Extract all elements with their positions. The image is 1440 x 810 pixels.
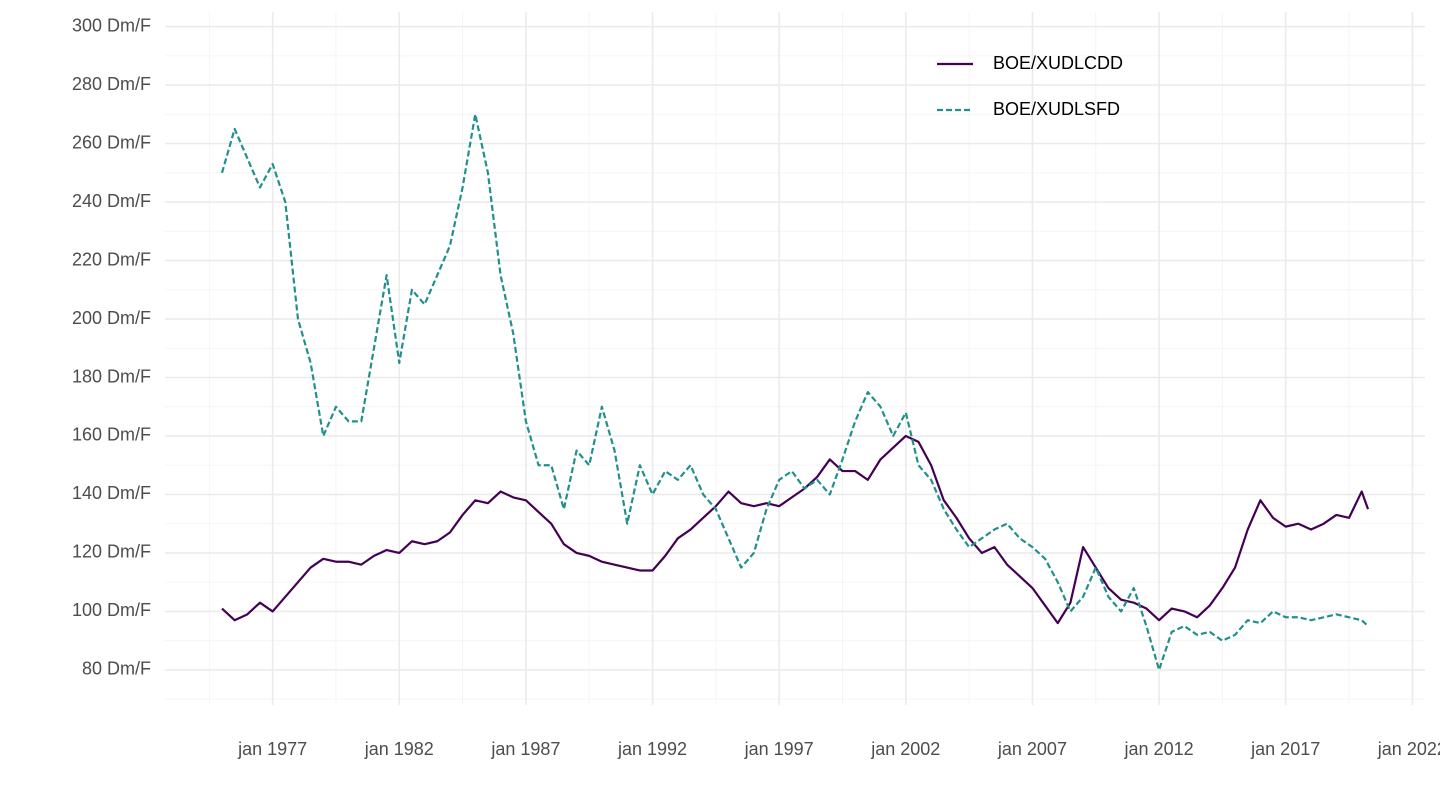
y-tick-label: 120 Dm/F [72,542,151,562]
x-tick-label: jan 2022 [1377,739,1440,759]
legend-label: BOE/XUDLCDD [993,53,1123,73]
x-tick-label: jan 2017 [1250,739,1320,759]
y-tick-label: 200 Dm/F [72,308,151,328]
x-tick-label: jan 1992 [617,739,687,759]
y-tick-label: 220 Dm/F [72,249,151,269]
x-tick-label: jan 2002 [870,739,940,759]
y-tick-label: 180 Dm/F [72,366,151,386]
x-tick-label: jan 2012 [1124,739,1194,759]
x-tick-label: jan 1982 [364,739,434,759]
y-tick-label: 140 Dm/F [72,483,151,503]
x-tick-label: jan 2007 [997,739,1067,759]
y-tick-label: 300 Dm/F [72,15,151,35]
series-line [221,434,1370,625]
y-tick-label: 240 Dm/F [72,191,151,211]
x-tick-label: jan 1987 [490,739,560,759]
y-tick-label: 80 Dm/F [82,659,151,679]
y-tick-label: 160 Dm/F [72,425,151,445]
y-tick-label: 280 Dm/F [72,74,151,94]
x-tick-label: jan 1997 [744,739,814,759]
legend-label: BOE/XUDLSFD [993,99,1120,119]
y-tick-label: 100 Dm/F [72,600,151,620]
y-tick-label: 260 Dm/F [72,132,151,152]
x-tick-label: jan 1977 [237,739,307,759]
series-line [220,113,1369,672]
